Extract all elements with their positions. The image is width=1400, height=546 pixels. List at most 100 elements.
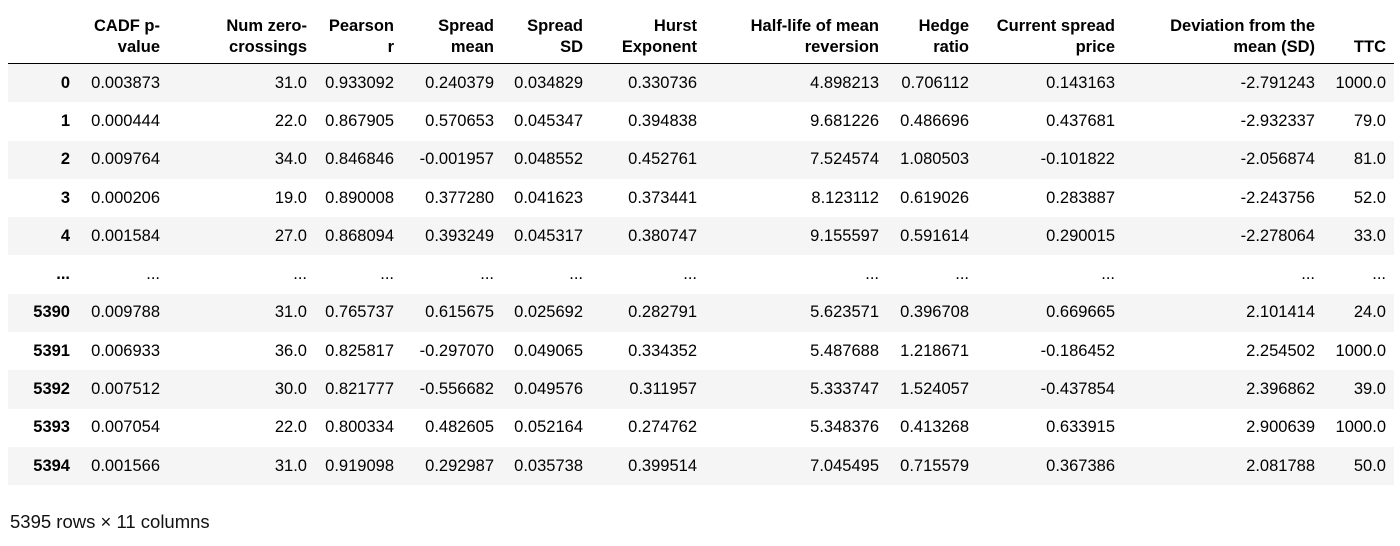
table-cell: 0.846846 — [325, 150, 394, 169]
table-row: 4 0.001584 27.0 0.868094 0.393249 0.0453… — [8, 217, 1394, 256]
row-index: 5390 — [33, 303, 70, 322]
table-cell: 0.003873 — [91, 73, 160, 92]
table-cell: 0.452761 — [628, 150, 697, 169]
table-row: 0 0.003873 31.0 0.933092 0.240379 0.0348… — [8, 63, 1394, 103]
table-cell: 2.396862 — [1246, 380, 1315, 399]
table-cell: 0.919098 — [325, 456, 394, 475]
table-cell: 19.0 — [274, 188, 307, 207]
index-header — [8, 6, 78, 64]
table-cell: 0.399514 — [628, 456, 697, 475]
table-cell: 0.001584 — [91, 226, 160, 245]
row-index: 2 — [60, 150, 70, 169]
table-cell: 0.367386 — [1046, 456, 1115, 475]
table-cell: 9.155597 — [810, 226, 879, 245]
column-header-num-zero-crossings: Num zero-crossings — [168, 6, 315, 64]
table-row: 1 0.000444 22.0 0.867905 0.570653 0.0453… — [8, 102, 1394, 141]
table-cell: 0.380747 — [628, 226, 697, 245]
table-row: 5392 0.007512 30.0 0.821777 -0.556682 0.… — [8, 370, 1394, 409]
table-cell: ... — [683, 265, 697, 284]
table-cell: 0.821777 — [325, 380, 394, 399]
table-cell: 27.0 — [274, 226, 307, 245]
table-cell: ... — [293, 265, 307, 284]
table-cell: 0.396708 — [900, 303, 969, 322]
table-cell: ... — [865, 265, 879, 284]
table-cell: 50.0 — [1353, 456, 1386, 475]
table-cell: 0.274762 — [628, 418, 697, 437]
column-header-spread-sd: Spread SD — [502, 6, 591, 64]
table-cell: ... — [1101, 265, 1115, 284]
table-cell: 0.049576 — [514, 380, 583, 399]
table-cell: 5.333747 — [810, 380, 879, 399]
column-header-deviation-from-mean: Deviation from the mean (SD) — [1123, 6, 1323, 64]
table-cell: 0.292987 — [425, 456, 494, 475]
table-cell: 0.413268 — [900, 418, 969, 437]
table-cell: 0.311957 — [629, 380, 697, 399]
table-cell: ... — [1372, 265, 1386, 284]
table-cell: 0.570653 — [425, 111, 494, 130]
table-cell: 31.0 — [274, 303, 307, 322]
table-cell: 0.706112 — [901, 73, 969, 92]
table-cell: 0.591614 — [900, 226, 969, 245]
table-cell: 0.633915 — [1046, 418, 1115, 437]
table-cell: 0.240379 — [425, 73, 494, 92]
table-cell: 0.009764 — [91, 150, 160, 169]
table-cell: 0.045347 — [514, 111, 583, 130]
column-header-half-life: Half-life of mean reversion — [705, 6, 887, 64]
table-cell: 0.000206 — [91, 188, 160, 207]
table-cell: 0.715579 — [900, 456, 969, 475]
row-index: 0 — [60, 73, 70, 92]
table-cell: 0.049065 — [514, 341, 583, 360]
table-cell: 0.143163 — [1046, 73, 1115, 92]
table-row: 5394 0.001566 31.0 0.919098 0.292987 0.0… — [8, 446, 1394, 486]
table-cell: 33.0 — [1353, 226, 1386, 245]
table-cell: 0.765737 — [325, 303, 394, 322]
row-index: 5392 — [33, 380, 70, 399]
table-cell: 0.615675 — [425, 303, 494, 322]
table-cell: 1000.0 — [1335, 73, 1386, 92]
table-cell: 0.282791 — [628, 303, 697, 322]
table-cell: 0.041623 — [514, 188, 583, 207]
table-cell: 81.0 — [1353, 150, 1386, 169]
table-cell: 0.890008 — [325, 188, 394, 207]
table-cell: 22.0 — [274, 418, 307, 437]
table-cell: -2.243756 — [1240, 188, 1315, 207]
table-cell: 34.0 — [274, 150, 307, 169]
table-row: 5391 0.006933 36.0 0.825817 -0.297070 0.… — [8, 332, 1394, 371]
table-cell: 39.0 — [1353, 380, 1386, 399]
table-cell: 1.080503 — [900, 150, 969, 169]
table-cell: 4.898213 — [810, 73, 879, 92]
table-cell: -2.791243 — [1240, 73, 1315, 92]
table-cell: 2.101414 — [1246, 303, 1315, 322]
column-header-hedge-ratio: Hedge ratio — [887, 6, 977, 64]
table-cell: -0.101822 — [1040, 150, 1115, 169]
row-index: 3 — [60, 188, 70, 207]
table-cell: -0.437854 — [1040, 380, 1115, 399]
table-cell: 24.0 — [1353, 303, 1386, 322]
table-cell: 0.373441 — [628, 188, 697, 207]
row-index: 4 — [60, 226, 70, 245]
table-cell: 0.669665 — [1046, 303, 1115, 322]
table-cell: 2.081788 — [1246, 456, 1315, 475]
table-cell: 0.045317 — [514, 226, 583, 245]
row-index: 5394 — [33, 456, 70, 475]
table-cell: ... — [480, 265, 494, 284]
table-cell: 7.524574 — [810, 150, 879, 169]
table-cell: 0.025692 — [514, 303, 583, 322]
table-cell: -0.001957 — [419, 150, 494, 169]
table-row: 3 0.000206 19.0 0.890008 0.377280 0.0416… — [8, 178, 1394, 218]
row-index: ... — [56, 265, 70, 284]
table-cell: 1000.0 — [1335, 341, 1386, 360]
table-cell: -2.932337 — [1240, 111, 1315, 130]
table-cell: ... — [569, 265, 583, 284]
table-cell: -0.297070 — [419, 341, 494, 360]
row-index: 5391 — [33, 341, 70, 360]
table-cell: 22.0 — [274, 111, 307, 130]
table-cell: 0.000444 — [91, 111, 160, 130]
table-row-ellipsis: ... ... ... ... ... ... ... ... ... ... … — [8, 255, 1394, 294]
table-cell: 1.524057 — [900, 380, 969, 399]
table-cell: 0.486696 — [900, 111, 969, 130]
table-cell: 0.006933 — [91, 341, 160, 360]
table-cell: 0.437681 — [1046, 111, 1115, 130]
table-cell: 1.218671 — [900, 341, 969, 360]
table-cell: 0.052164 — [514, 418, 583, 437]
